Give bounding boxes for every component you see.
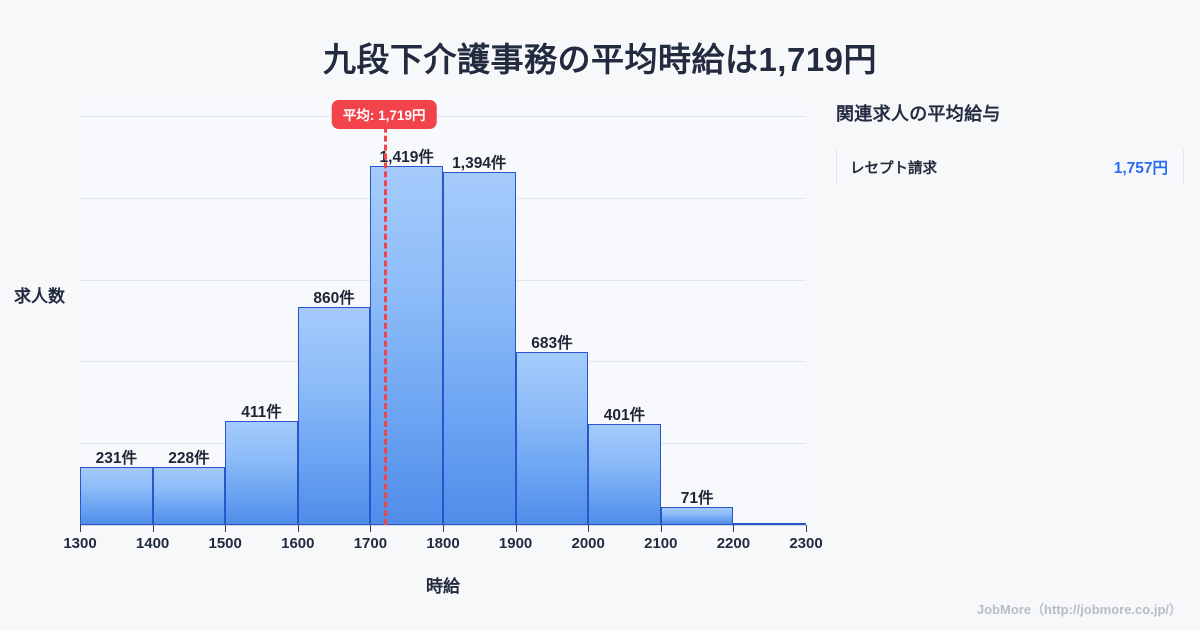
related-salary-row-label: レセプト請求	[850, 160, 937, 177]
bar	[660, 507, 734, 525]
x-axis-tick	[515, 525, 517, 532]
bar-value-label: 228件	[168, 450, 210, 468]
bar	[370, 166, 443, 525]
x-axis-tick-label: 2200	[716, 535, 751, 552]
x-axis-tick-label: 1300	[63, 535, 97, 552]
bar-value-label: 1,394件	[452, 155, 507, 173]
x-axis-tick-label: 1700	[353, 535, 388, 552]
x-axis-label: 時給	[426, 577, 460, 596]
x-axis-tick-label: 2100	[644, 535, 678, 552]
x-axis-tick	[297, 525, 299, 532]
bar-value-label: 401件	[603, 406, 646, 424]
x-axis-tick	[370, 525, 372, 532]
x-axis-tick-label: 1900	[498, 535, 533, 552]
bar-value-label: 411件	[241, 404, 282, 422]
x-axis-tick-label: 1800	[426, 535, 460, 552]
footer-watermark: JobMore（http://jobmore.co.jp/）	[976, 602, 1182, 617]
x-axis-tick	[80, 525, 81, 532]
bar	[443, 172, 516, 525]
bar	[297, 307, 371, 525]
x-axis-tick	[588, 525, 590, 532]
x-axis-tick	[660, 525, 662, 532]
related-salary-rows: レセプト請求 1,757円	[836, 150, 1184, 184]
related-salary-panel: 関連求人の平均給与 レセプト請求 1,757円	[836, 100, 1184, 184]
bar-value-label: 1,419件	[379, 149, 434, 167]
x-axis-tick	[225, 525, 227, 532]
bar	[515, 352, 589, 525]
gridline	[80, 116, 806, 117]
histogram-chart: 231件 228件 411件 860件 1,419件 1,394件 683件 401件 71件 …	[0, 88, 823, 608]
x-axis-tick	[152, 525, 154, 532]
x-axis-tick-label: 1500	[208, 535, 242, 552]
x-axis-tick-label: 2300	[789, 535, 823, 552]
bar	[80, 466, 153, 525]
x-axis-tick-label: 1600	[281, 535, 315, 552]
related-salary-heading: 関連求人の平均給与	[836, 104, 1001, 124]
page-title: 九段下介護事務の平均時給は1,719円	[322, 41, 878, 78]
x-axis-tick	[443, 525, 444, 532]
bar-value-label: 860件	[313, 290, 355, 308]
x-axis-tick	[806, 525, 807, 532]
bar	[588, 423, 661, 525]
average-badge: 平均: 1,719円	[331, 100, 437, 129]
average-line	[384, 100, 388, 525]
x-axis-tick-label: 2000	[571, 535, 605, 552]
bar-value-label: 71件	[680, 490, 714, 508]
bar-value-label: 231件	[95, 449, 137, 467]
bar-series: 231件 228件 411件 860件 1,419件 1,394件 683件 401件 71件	[80, 100, 806, 525]
bar-value-label: 683件	[531, 335, 573, 353]
bar	[225, 421, 298, 525]
x-axis-tick	[733, 525, 735, 532]
y-axis-label: 求人数	[14, 287, 65, 306]
x-axis-tick-label: 1400	[135, 535, 170, 552]
bar	[733, 523, 806, 525]
bar	[152, 467, 226, 525]
related-salary-row[interactable]: レセプト請求 1,757円	[836, 150, 1184, 184]
related-salary-row-value: 1,757円	[1113, 160, 1168, 177]
